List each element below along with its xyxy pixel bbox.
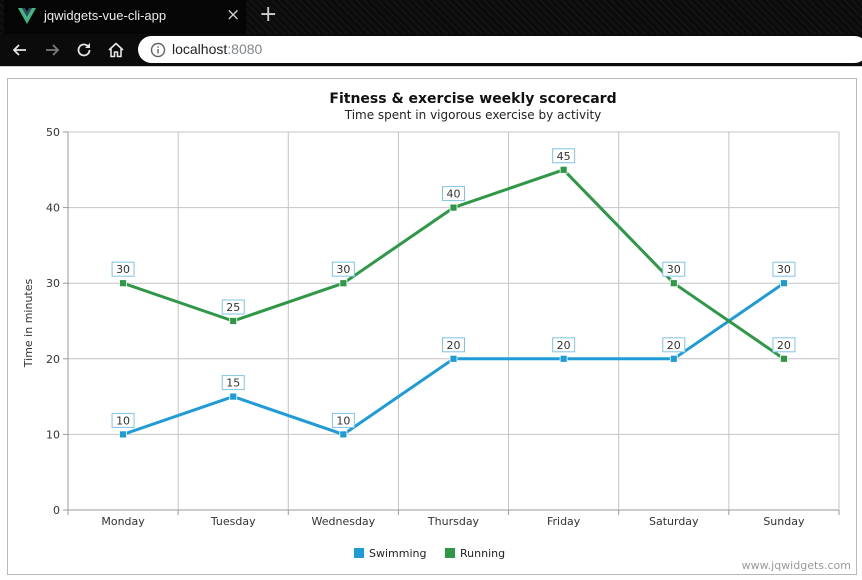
data-point-running <box>229 317 238 325</box>
data-label: 20 <box>447 339 461 352</box>
data-label-box <box>221 375 245 391</box>
tab-title: jqwidgets-vue-cli-app <box>44 8 167 23</box>
legend-swatch-swimming <box>354 548 364 558</box>
data-label: 15 <box>226 377 240 390</box>
data-label-box <box>772 337 796 353</box>
data-point-running <box>449 203 458 212</box>
y-tick-label: 40 <box>46 202 60 215</box>
chart-title: Fitness & exercise weekly scorecard <box>329 91 616 107</box>
address-bar[interactable]: localhost:8080 <box>138 36 862 63</box>
data-label: 30 <box>777 263 791 276</box>
data-label: 25 <box>226 301 240 314</box>
data-label: 30 <box>667 263 681 276</box>
reload-icon[interactable] <box>74 40 94 60</box>
data-label-box <box>221 299 245 315</box>
y-axis-title: Time in minutes <box>22 278 35 368</box>
toolbar-divider <box>0 66 862 67</box>
data-label: 20 <box>667 339 681 352</box>
data-label: 20 <box>557 339 571 352</box>
data-point-swimming <box>669 354 678 363</box>
y-tick-label: 30 <box>46 277 60 290</box>
url-text: localhost:8080 <box>172 41 262 57</box>
data-point-swimming <box>449 354 458 363</box>
url-host: localhost <box>172 41 228 57</box>
x-tick-label: Saturday <box>649 515 699 528</box>
data-point-swimming <box>339 430 348 439</box>
data-label-box <box>442 337 465 353</box>
data-label-box <box>442 186 465 202</box>
x-tick-label: Thursday <box>427 515 480 528</box>
browser-toolbar: localhost:8080 <box>0 34 862 66</box>
data-point-running <box>339 279 348 288</box>
y-tick-label: 20 <box>46 353 60 366</box>
y-tick-label: 0 <box>53 504 60 517</box>
data-point-running <box>780 354 788 363</box>
data-label-box <box>111 412 135 428</box>
data-label: 45 <box>557 150 571 163</box>
legend: Swimming Running <box>354 547 505 560</box>
vue-logo-icon <box>18 8 36 24</box>
browser-tab-bar: jqwidgets-vue-cli-app × + <box>0 0 862 34</box>
data-point-running <box>559 165 568 174</box>
data-label-box <box>331 261 355 277</box>
plus-icon[interactable]: + <box>259 2 278 27</box>
x-tick-label: Monday <box>101 515 145 528</box>
y-tick-label: 50 <box>46 126 60 139</box>
data-label-box <box>772 261 796 277</box>
home-icon[interactable] <box>106 40 126 60</box>
legend-label-swimming: Swimming <box>369 547 426 560</box>
data-label-box <box>552 148 576 164</box>
url-port: :8080 <box>227 41 263 57</box>
forward-arrow-icon[interactable] <box>42 40 62 60</box>
data-label: 20 <box>777 339 791 352</box>
x-tick-label: Sunday <box>763 515 805 528</box>
close-icon[interactable]: × <box>226 5 241 25</box>
x-tick-label: Wednesday <box>312 515 376 528</box>
y-tick-label: 10 <box>46 428 60 441</box>
axes: 0 10 20 30 40 50 Monday Tuesday Wednesday Thursda… <box>46 126 840 528</box>
data-labels: 10 15 10 20 20 20 30 30 25 30 40 45 30 20 <box>111 148 796 428</box>
data-point-swimming <box>780 279 788 288</box>
data-label: 10 <box>116 414 130 427</box>
data-label-box <box>662 337 686 353</box>
back-arrow-icon[interactable] <box>10 40 30 60</box>
info-icon[interactable] <box>150 42 166 58</box>
data-label-box <box>662 261 686 277</box>
chart-container: Fitness & exercise weekly scorecard Time… <box>7 78 857 575</box>
data-point-swimming <box>229 392 238 401</box>
data-label-box <box>552 337 576 353</box>
browser-tab[interactable]: jqwidgets-vue-cli-app × <box>4 0 246 34</box>
data-point-swimming <box>119 430 127 439</box>
data-label: 40 <box>447 188 461 201</box>
legend-swatch-running <box>445 548 455 558</box>
data-point-swimming <box>559 354 568 363</box>
watermark: www.jqwidgets.com <box>742 559 851 572</box>
series <box>119 165 788 439</box>
legend-label-running: Running <box>460 547 505 560</box>
data-label: 10 <box>336 414 350 427</box>
x-tick-label: Tuesday <box>210 515 256 528</box>
x-tick-label: Friday <box>547 515 581 528</box>
data-label-box <box>111 261 135 277</box>
data-label: 30 <box>116 263 130 276</box>
data-label-box <box>331 412 355 428</box>
line-chart: Fitness & exercise weekly scorecard Time… <box>22 91 851 572</box>
data-point-running <box>119 279 127 288</box>
data-label: 30 <box>336 263 350 276</box>
data-point-running <box>669 279 678 288</box>
chart-subtitle: Time spent in vigorous exercise by activ… <box>344 108 602 122</box>
